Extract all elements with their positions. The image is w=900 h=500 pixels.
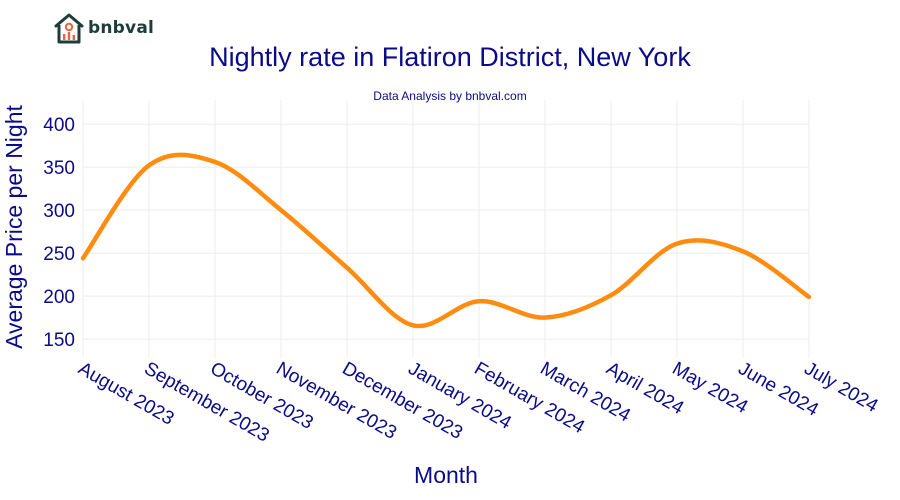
x-tick-label: February 2024 [471,358,589,438]
y-tick-label: 300 [43,201,75,222]
chart-subtitle: Data Analysis by bnbval.com [373,89,527,103]
house-chart-icon [54,13,84,44]
y-tick-label: 150 [43,330,75,351]
y-tick-label: 250 [43,244,75,265]
y-tick-label: 200 [43,287,75,308]
y-tick-label: 350 [43,158,75,179]
grid [82,100,810,358]
x-axis-label: Month [414,462,478,488]
series-line [80,152,812,329]
series-layer [80,152,812,329]
chart-title: Nightly rate in Flatiron District, New Y… [209,42,691,72]
y-axis-ticks: 150 200 250 300 350 400 [43,115,75,351]
y-tick-label: 400 [43,115,75,136]
y-axis-label: Average Price per Night [1,105,27,349]
brand-name: bnbval [88,18,155,38]
brand-logo: bnbval [54,12,154,44]
